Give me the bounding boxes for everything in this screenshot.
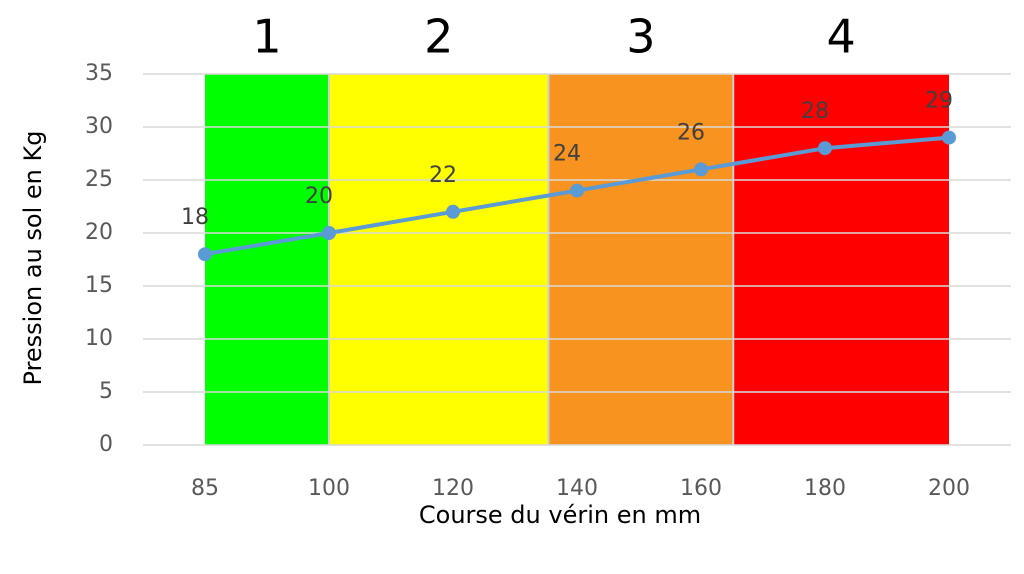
y-tick-label: 25	[85, 167, 113, 192]
marker	[198, 247, 212, 262]
marker	[818, 141, 832, 156]
data-label: 28	[801, 99, 829, 124]
x-tick-label: 160	[680, 476, 722, 501]
data-label: 18	[181, 205, 209, 230]
y-tick-label: 35	[85, 61, 113, 86]
zone	[329, 74, 549, 445]
y-tick-label: 30	[85, 114, 113, 139]
data-label: 29	[925, 89, 953, 114]
data-label: 20	[305, 184, 333, 209]
zone-label: 4	[826, 10, 855, 64]
zone	[205, 74, 329, 445]
x-tick-label: 85	[191, 476, 219, 501]
y-tick-label: 15	[85, 273, 113, 298]
data-label: 26	[677, 120, 705, 145]
zone-label: 1	[252, 10, 281, 64]
x-tick-label: 200	[928, 476, 970, 501]
zone-label: 3	[626, 10, 655, 64]
marker	[942, 130, 956, 145]
marker	[570, 183, 584, 198]
x-tick-label: 140	[556, 476, 598, 501]
x-tick-label: 100	[308, 476, 350, 501]
data-label: 24	[553, 142, 581, 167]
y-axis-title: Pression au sol en Kg	[19, 131, 47, 386]
marker	[322, 226, 336, 240]
zone	[733, 74, 949, 445]
y-tick-label: 0	[99, 432, 113, 457]
zone-label: 2	[424, 10, 453, 64]
y-tick-label: 10	[85, 326, 113, 351]
zone	[548, 74, 734, 445]
marker	[694, 162, 708, 177]
x-tick-label: 120	[432, 476, 474, 501]
data-label: 22	[429, 163, 457, 188]
y-tick-label: 5	[99, 379, 113, 404]
y-tick-label: 20	[85, 220, 113, 245]
x-axis-title: Course du vérin en mm	[419, 501, 701, 529]
marker	[446, 204, 460, 219]
x-tick-label: 180	[804, 476, 846, 501]
